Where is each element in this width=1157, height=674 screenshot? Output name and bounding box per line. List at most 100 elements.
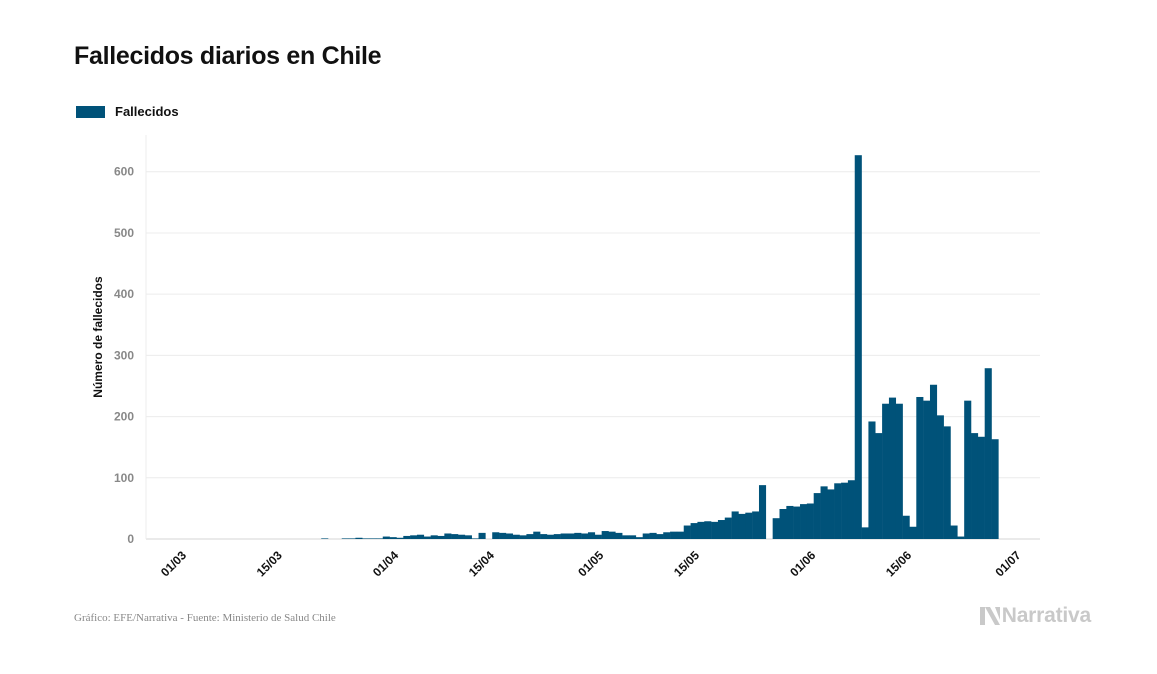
bar [861, 527, 869, 539]
bar [827, 489, 835, 539]
bar [957, 536, 965, 539]
bar [615, 532, 623, 539]
y-tick-label: 100 [114, 471, 134, 485]
bar [971, 433, 979, 539]
bar [984, 368, 992, 539]
bar [663, 532, 671, 539]
bar [724, 517, 732, 539]
bar [882, 403, 890, 539]
bar [902, 515, 910, 539]
bar [690, 523, 698, 539]
bar [533, 531, 541, 539]
grid-lines [145, 135, 1040, 540]
chart-legend: Fallecidos [76, 104, 179, 119]
narrativa-logo-icon [979, 607, 1000, 625]
bar [321, 538, 329, 539]
bars [321, 155, 999, 539]
bar [546, 534, 555, 539]
bar [786, 505, 794, 539]
x-tick-label: 15/06 [883, 548, 914, 579]
bar [430, 535, 438, 539]
bar [964, 400, 972, 539]
bar [560, 533, 568, 539]
bar [854, 155, 862, 539]
chart-title: Fallecidos diarios en Chile [74, 42, 382, 70]
bar [437, 535, 445, 539]
bar [752, 511, 760, 539]
bar [471, 538, 479, 539]
bar [813, 493, 821, 539]
bar [410, 535, 418, 539]
bar [389, 537, 397, 539]
bar [697, 521, 705, 539]
bar [649, 532, 657, 539]
bar [888, 397, 897, 539]
bar [403, 535, 411, 539]
bar [416, 534, 425, 539]
y-tick-label: 400 [114, 287, 134, 301]
bar [936, 415, 944, 539]
bar [375, 538, 384, 539]
bar [396, 537, 404, 539]
bar [793, 506, 801, 539]
bar [875, 433, 883, 539]
y-tick-label: 500 [114, 226, 134, 240]
bar [423, 536, 431, 539]
bar [676, 531, 684, 539]
bar [464, 535, 472, 539]
bar [711, 521, 719, 539]
bar [629, 535, 637, 539]
bar [895, 403, 903, 539]
bar [847, 480, 855, 539]
bar [458, 534, 466, 539]
x-tick-label: 01/04 [370, 548, 401, 579]
bar [478, 532, 486, 539]
bar [704, 521, 712, 539]
bar [929, 384, 938, 539]
x-tick-label: 15/04 [466, 548, 497, 579]
x-tick-label: 15/05 [671, 548, 702, 579]
bar [451, 534, 459, 539]
bar [492, 532, 500, 539]
bar [717, 520, 726, 539]
bar [977, 436, 985, 539]
brand-logo: Narrativa [979, 604, 1091, 628]
bar [745, 512, 753, 539]
bar [348, 538, 356, 539]
bar [635, 537, 643, 539]
bar [950, 525, 958, 539]
bar [923, 400, 931, 539]
bar [841, 482, 849, 539]
bar [731, 511, 739, 539]
bar [779, 509, 787, 539]
bar [355, 537, 363, 539]
bar [916, 396, 924, 539]
bar [567, 533, 575, 539]
bar [622, 535, 630, 539]
source-note: Gráfico: EFE/Narrativa - Fuente: Ministe… [74, 612, 336, 624]
x-tick-label: 01/05 [575, 548, 606, 579]
brand-name: Narrativa [1001, 604, 1091, 627]
x-tick-labels: 01/03 15/03 01/04 15/04 01/05 15/05 01/06 15/06… [158, 548, 1024, 579]
bar [991, 439, 999, 539]
bar [820, 486, 828, 539]
bar [806, 503, 814, 539]
legend-swatch [76, 105, 105, 118]
x-tick-label: 01/06 [787, 548, 818, 579]
bar [444, 533, 452, 539]
x-tick-label: 01/07 [992, 548, 1023, 579]
bar [909, 526, 917, 539]
bar [608, 531, 616, 539]
bar [587, 532, 596, 539]
y-tick-labels: 0 100 200 300 400 500 600 [114, 165, 134, 546]
bar [505, 533, 513, 539]
bar [382, 536, 390, 539]
bar [656, 534, 664, 539]
bar [594, 534, 602, 539]
x-tick-label: 15/03 [254, 548, 285, 579]
y-tick-label: 600 [114, 165, 134, 179]
y-tick-label: 0 [127, 532, 134, 546]
bar [553, 534, 561, 539]
bar [642, 533, 650, 539]
bar [601, 531, 609, 539]
